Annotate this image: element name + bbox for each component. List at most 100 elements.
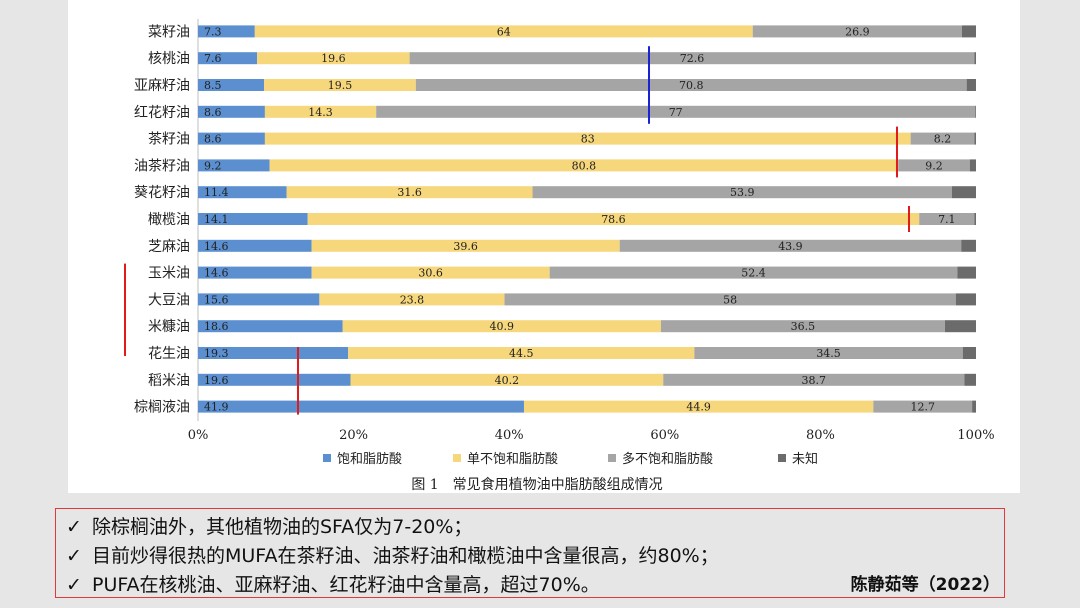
bar-segment (961, 25, 976, 38)
note-item: ✓ 除棕榈油外，其他植物油的SFA仅为7-20%； (66, 512, 472, 539)
data-label: 83 (581, 133, 595, 146)
bar-segment (376, 105, 976, 118)
bar-segment (348, 347, 695, 359)
data-label: 70.8 (679, 79, 704, 92)
data-label: 19.3 (204, 347, 229, 360)
data-label: 14.1 (204, 213, 229, 226)
bar-segment (198, 347, 349, 359)
stacked-bar-chart: 菜籽油 7.3 64 26.9 核桃油 7.6 19.6 72.6 亚麻籽油 8.5 19.5 70.… (124, 19, 995, 493)
legend-label: 单不饱和脂肪酸 (467, 451, 558, 467)
category-label: 橄榄油 (148, 212, 190, 228)
bar-segment (198, 239, 312, 252)
bar-segment (198, 400, 524, 413)
citation: 陈静茹等（2022） (850, 575, 1000, 595)
bar-segment (198, 159, 270, 172)
bar-segment (962, 347, 976, 359)
bar-segment (286, 186, 533, 199)
bar-segment (311, 266, 550, 279)
x-tick-label: 60% (650, 428, 679, 443)
bar-segment (898, 159, 970, 172)
x-tick-label: 40% (495, 428, 524, 443)
category-label: 红花籽油 (134, 105, 190, 121)
data-label: 64 (497, 25, 511, 38)
bar-segment (504, 293, 956, 306)
data-label: 40.9 (490, 320, 514, 333)
bar-segment (752, 25, 962, 38)
category-label: 米糠油 (148, 318, 190, 335)
bar-segment (969, 159, 976, 172)
data-label: 7.3 (204, 25, 222, 38)
data-label: 58 (723, 293, 737, 306)
x-tick-label: 0% (188, 428, 209, 443)
bar-segment (198, 132, 265, 145)
legend-label: 多不饱和脂肪酸 (622, 451, 713, 467)
bar-segment (264, 132, 911, 145)
category-label: 葵花籽油 (134, 185, 190, 201)
bar-segment (694, 347, 963, 359)
note-text: PUFA在核桃油、亚麻籽油、红花籽油中含量高，超过70%。 (92, 574, 600, 596)
legend-label: 未知 (792, 451, 818, 467)
data-label: 40.2 (495, 374, 519, 387)
data-label: 8.5 (204, 79, 222, 92)
bar-segment (961, 239, 976, 252)
category-label: 大豆油 (148, 292, 190, 308)
bar-segment (198, 293, 320, 306)
bar-segment (910, 132, 975, 145)
legend-swatch (608, 454, 616, 462)
bar-segment (350, 373, 664, 386)
x-tick-label: 100% (957, 428, 994, 443)
category-label: 玉米油 (148, 266, 190, 282)
data-label: 12.7 (910, 401, 935, 414)
bar-segment (257, 52, 410, 65)
note-item: ✓ PUFA在核桃油、亚麻籽油、红花籽油中含量高，超过70%。 (66, 570, 600, 597)
bar-segment (957, 266, 976, 279)
data-label: 14.3 (308, 106, 333, 119)
bar-segment (254, 25, 753, 38)
data-label: 72.6 (680, 52, 705, 65)
bar-segment (532, 186, 952, 199)
bar-segment (198, 52, 258, 65)
data-label: 11.4 (204, 186, 229, 199)
data-label: 44.9 (686, 401, 711, 414)
data-label: 14.6 (204, 240, 229, 253)
bar-segment (264, 105, 377, 118)
check-icon: ✓ (66, 574, 82, 596)
check-icon: ✓ (66, 516, 82, 538)
data-label: 39.6 (453, 240, 478, 253)
bar-segment (198, 79, 265, 91)
data-label: 26.9 (845, 25, 870, 38)
bar-segment (198, 25, 255, 38)
bar-segment (415, 79, 967, 91)
data-label: 19.6 (204, 374, 229, 387)
data-label: 9.2 (925, 159, 943, 172)
bar-segment (311, 239, 620, 252)
data-label: 7.1 (938, 213, 956, 226)
data-label: 19.5 (328, 79, 353, 92)
x-tick-label: 20% (339, 428, 368, 443)
category-label: 芝麻油 (148, 239, 190, 255)
data-label: 8.2 (934, 133, 952, 146)
legend-swatch (323, 454, 331, 462)
legend-label: 饱和脂肪酸 (337, 451, 402, 467)
data-label: 80.8 (572, 159, 597, 172)
bar-segment (549, 266, 958, 279)
legend-swatch (453, 454, 461, 462)
note-text: 除棕榈油外，其他植物油的SFA仅为7-20%； (92, 516, 473, 538)
notes-box: ✓ 除棕榈油外，其他植物油的SFA仅为7-20%； ✓ 目前炒得很热的MUFA在茶籽… (55, 508, 1005, 598)
bar-segment (269, 159, 899, 172)
bar-segment (198, 266, 312, 279)
data-label: 78.6 (601, 213, 626, 226)
bar-segment (919, 213, 975, 225)
bar-segment (972, 400, 976, 413)
data-label: 8.6 (204, 106, 222, 119)
data-label: 18.6 (204, 320, 229, 333)
category-label: 核桃油 (148, 51, 190, 67)
data-label: 77 (669, 106, 683, 119)
data-label: 34.5 (816, 347, 841, 360)
data-label: 30.6 (418, 267, 443, 280)
category-label: 亚麻籽油 (134, 78, 190, 94)
x-tick-label: 80% (806, 428, 835, 443)
chart-caption: 图 1 常见食用植物油中脂肪酸组成情况 (411, 476, 662, 493)
data-label: 41.9 (204, 401, 229, 414)
bar-segment (409, 52, 975, 65)
